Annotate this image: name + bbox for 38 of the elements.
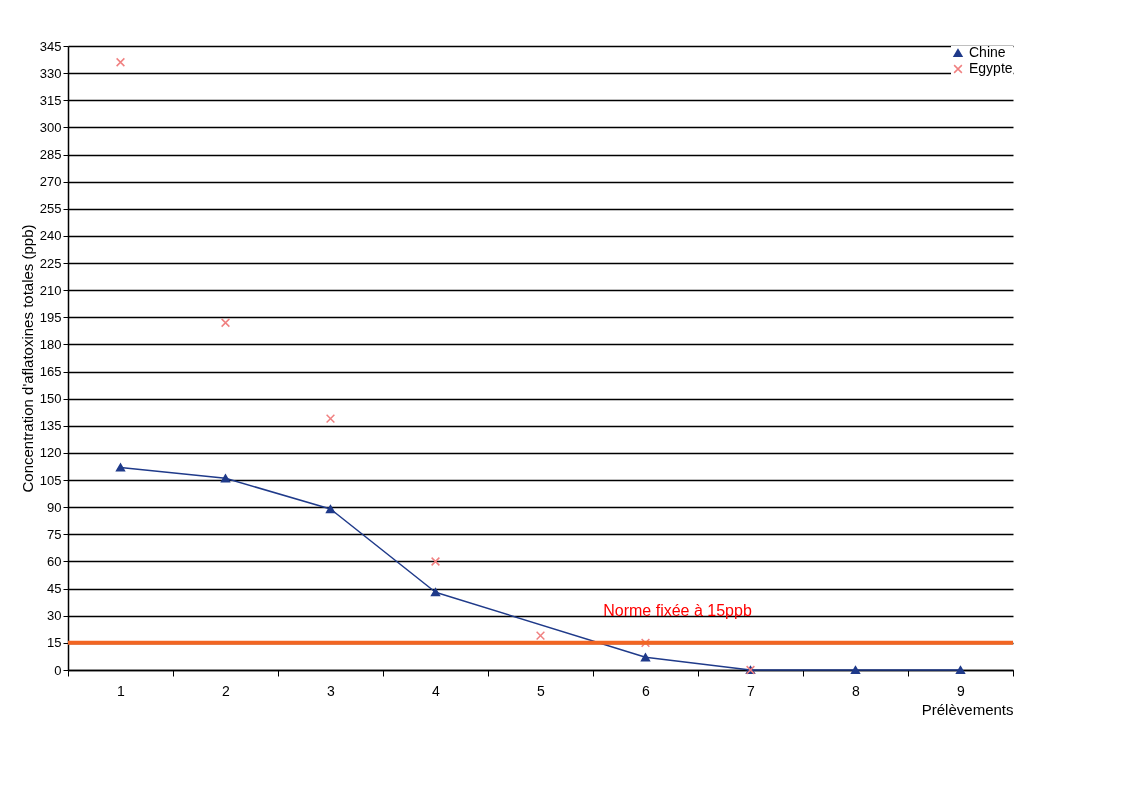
- x-tick-label: 1: [117, 682, 126, 699]
- y-tick-label: 165: [39, 364, 62, 380]
- x-tick-label: 9: [957, 682, 966, 699]
- y-tick-label: 150: [39, 391, 62, 407]
- y-tick-label: 315: [39, 92, 62, 108]
- y-tick-label: 210: [39, 282, 62, 298]
- ref-line-label: Norme fixée à 15ppb: [603, 601, 752, 619]
- y-tick-label: 90: [47, 499, 62, 515]
- y-tick-label: 255: [39, 201, 62, 217]
- x-tick-label: 5: [537, 682, 546, 699]
- x-tick-label: 8: [852, 682, 861, 699]
- y-tick-label: 75: [47, 526, 62, 542]
- y-tick-label: 285: [39, 147, 62, 163]
- y-tick-label: 225: [39, 255, 62, 271]
- y-tick-label: 345: [39, 38, 62, 54]
- legend-label: Chine: [969, 44, 1006, 60]
- x-tick-label: 7: [747, 682, 756, 699]
- x-tick-label: 6: [642, 682, 651, 699]
- y-tick-label: 105: [39, 472, 62, 488]
- y-tick-label: 0: [54, 662, 62, 678]
- y-tick-label: 180: [39, 336, 62, 352]
- y-tick-label: 45: [47, 581, 62, 597]
- y-tick-label: 300: [39, 119, 62, 135]
- y-tick-label: 135: [39, 418, 62, 434]
- y-tick-label: 120: [39, 445, 62, 461]
- legend-label: Egypte: [969, 60, 1013, 76]
- x-tick-label: 3: [327, 682, 336, 699]
- y-tick-label: 240: [39, 228, 62, 244]
- y-tick-label: 60: [47, 553, 62, 569]
- y-tick-label: 15: [47, 635, 62, 651]
- x-axis-title: Prélèvements: [921, 700, 1014, 718]
- x-tick-label: 2: [222, 682, 231, 699]
- y-tick-label: 330: [39, 65, 62, 81]
- y-axis-title: Concentration d'aflatoxines totales (ppb): [18, 224, 36, 493]
- y-tick-label: 270: [39, 174, 62, 190]
- y-tick-label: 30: [47, 608, 62, 624]
- y-tick-label: 195: [39, 309, 62, 325]
- x-tick-label: 4: [432, 682, 441, 699]
